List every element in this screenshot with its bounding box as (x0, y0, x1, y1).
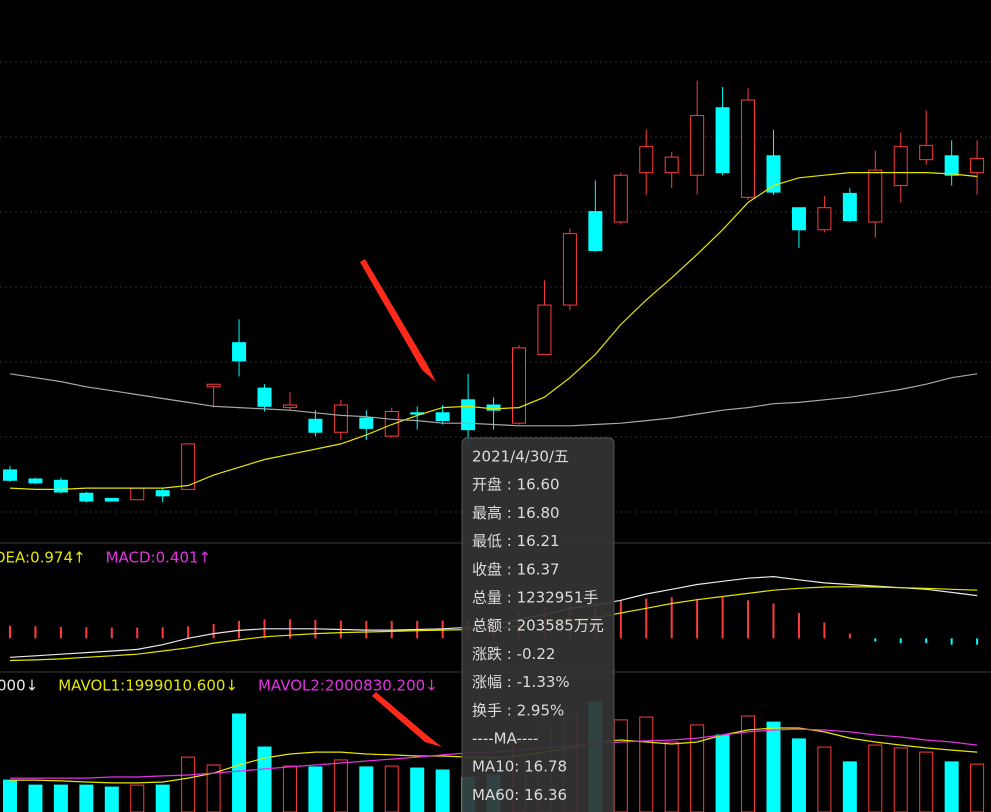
candle-body (893, 146, 908, 187)
candle-body (282, 404, 297, 409)
volume-bar (868, 744, 883, 812)
indicator-label: MAVOL2:2000830.200↓ (258, 677, 438, 695)
annotation-arrow (372, 692, 442, 747)
volume-bar (944, 761, 959, 812)
candle-body (970, 157, 985, 174)
volume-bar (384, 765, 399, 812)
candle-body (919, 144, 934, 161)
volume-bar (28, 784, 43, 812)
volume-bar (613, 719, 628, 812)
candle-body (155, 490, 170, 497)
candle-body (359, 417, 374, 429)
candle-body (613, 174, 628, 223)
tooltip-line: 最高 : 16.80 (472, 504, 560, 522)
tooltip-line: 2021/4/30/五 (472, 448, 569, 466)
tooltip-line: 涨跌 : -0.22 (472, 645, 555, 663)
tooltip-line: 总额 : 203585万元 (472, 617, 604, 635)
candle-body (868, 169, 883, 223)
volume-bar (766, 721, 781, 812)
candle-body (206, 383, 221, 388)
candle-body (435, 412, 450, 422)
candle-body (537, 304, 552, 355)
candle-body (690, 115, 705, 176)
candle-body (486, 404, 501, 411)
tooltip-line: ----MA---- (472, 730, 538, 748)
candle-body (791, 207, 806, 231)
candle-body (639, 146, 654, 174)
volume-bar (308, 766, 323, 812)
ma-line (9, 172, 978, 490)
candle-body (130, 487, 145, 501)
candle-body (588, 211, 603, 252)
ma-line (9, 373, 978, 427)
volume-bar (842, 761, 857, 812)
volume-bar (741, 715, 756, 812)
tooltip-line: 最低 : 16.21 (472, 532, 560, 550)
candle-body (28, 478, 43, 484)
volume-bar (359, 766, 374, 812)
volume-bar (3, 779, 17, 812)
volume-bar (664, 741, 679, 812)
tooltip-box (461, 437, 615, 812)
volume-bar (79, 784, 94, 812)
tooltip-line: 收盘 : 16.37 (472, 560, 560, 578)
volume-bar (715, 734, 730, 812)
candle-body (741, 99, 756, 198)
volume-bar (333, 759, 348, 812)
candle-body (232, 342, 247, 362)
indicator-label: MAVOL1:1999010.600↓ (58, 677, 238, 695)
tooltip: 2021/4/30/五开盘 : 16.60 最高 : 16.80 最低 : 16.2… (461, 437, 615, 812)
indicator-label: DEA:0.974↑ (0, 549, 86, 567)
candle-body (384, 410, 399, 437)
candle-body (308, 418, 323, 433)
candle-body (53, 479, 68, 493)
annotation-arrow (360, 259, 436, 382)
tooltip-line: 总量 : 1232951手 (472, 589, 598, 607)
candle-body (461, 399, 476, 431)
volume-bar (893, 747, 908, 812)
candle-body (512, 347, 526, 424)
volume-bar (53, 784, 68, 812)
volume-bar (232, 713, 247, 812)
candle-body (562, 233, 577, 306)
volume-bar (282, 765, 297, 812)
candle-body (104, 497, 119, 502)
candle-body (333, 404, 348, 433)
tooltip-line: MA60: 16.36 (472, 786, 567, 804)
volume-bar (410, 767, 425, 812)
candle-body (664, 156, 679, 174)
indicator-label: MACD:0.401↑ (106, 549, 212, 567)
candle-body (257, 387, 272, 407)
volume-bar (206, 764, 221, 812)
candle-body (715, 107, 730, 174)
candle-body (79, 492, 94, 502)
tooltip-line: 开盘 : 16.60 (472, 476, 560, 494)
candle-body (944, 155, 959, 176)
tooltip-line: 换手 : 2.95% (472, 701, 564, 719)
volume-bar (155, 784, 170, 812)
volume-bar (817, 746, 832, 812)
indicator-label: 000↓ (0, 677, 38, 695)
volume-bar (104, 786, 119, 812)
volume-bar (130, 784, 145, 812)
volume-bar (970, 763, 985, 812)
volume-bar (181, 756, 196, 812)
tooltip-line: MA10: 16.78 (472, 758, 567, 776)
candle-body (181, 443, 196, 490)
volume-bar (435, 769, 450, 812)
candle-body (3, 469, 17, 481)
tooltip-line: 涨幅 : -1.33% (472, 673, 570, 691)
candle-body (817, 207, 832, 231)
candle-body (766, 155, 781, 193)
candle-body (842, 192, 857, 222)
volume-bar (919, 751, 934, 812)
volume-bar (639, 716, 654, 812)
volume-bar (791, 738, 806, 812)
